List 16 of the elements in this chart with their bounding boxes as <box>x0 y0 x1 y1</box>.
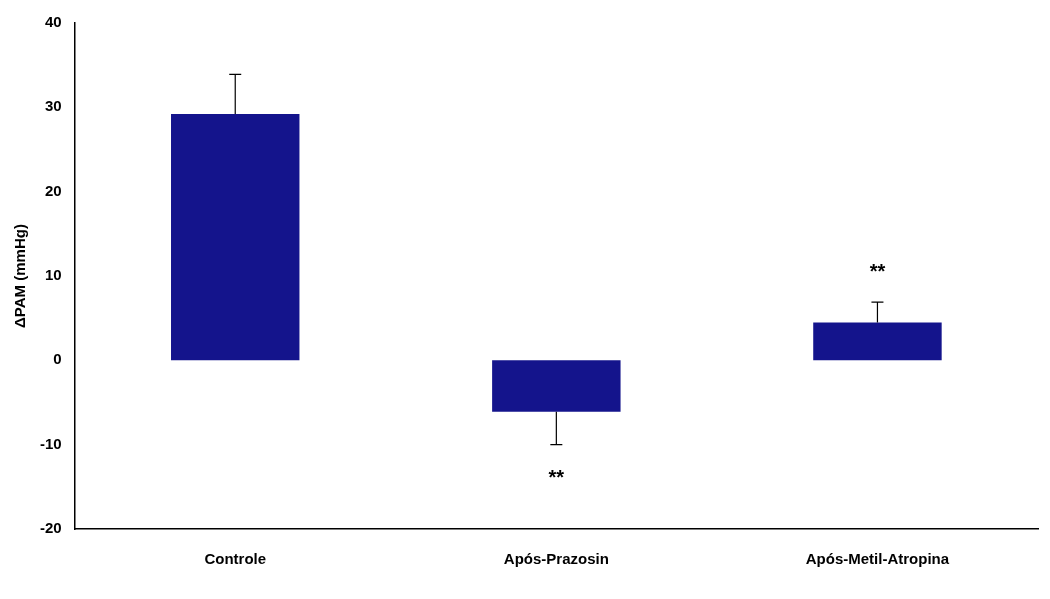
x-tick-label: Após-Prazosin <box>503 550 609 568</box>
x-tick-label: Controle <box>204 550 267 568</box>
x-tick-label: Após-Metil-Atropina <box>805 550 950 568</box>
bar <box>813 322 942 361</box>
y-tick-label: -10 <box>39 434 62 452</box>
y-tick-label: 20 <box>44 181 62 199</box>
y-tick-label: 30 <box>44 97 62 115</box>
y-tick-label: 40 <box>44 13 62 31</box>
y-tick-label: 0 <box>53 350 62 368</box>
y-tick-label: -20 <box>39 519 62 537</box>
y-tick-label: 10 <box>44 266 62 284</box>
bar <box>171 114 300 361</box>
annotation: ** <box>548 466 565 489</box>
y-axis-title: ΔPAM (mmHg) <box>11 224 29 328</box>
annotation: ** <box>869 259 886 282</box>
bar <box>492 360 621 412</box>
